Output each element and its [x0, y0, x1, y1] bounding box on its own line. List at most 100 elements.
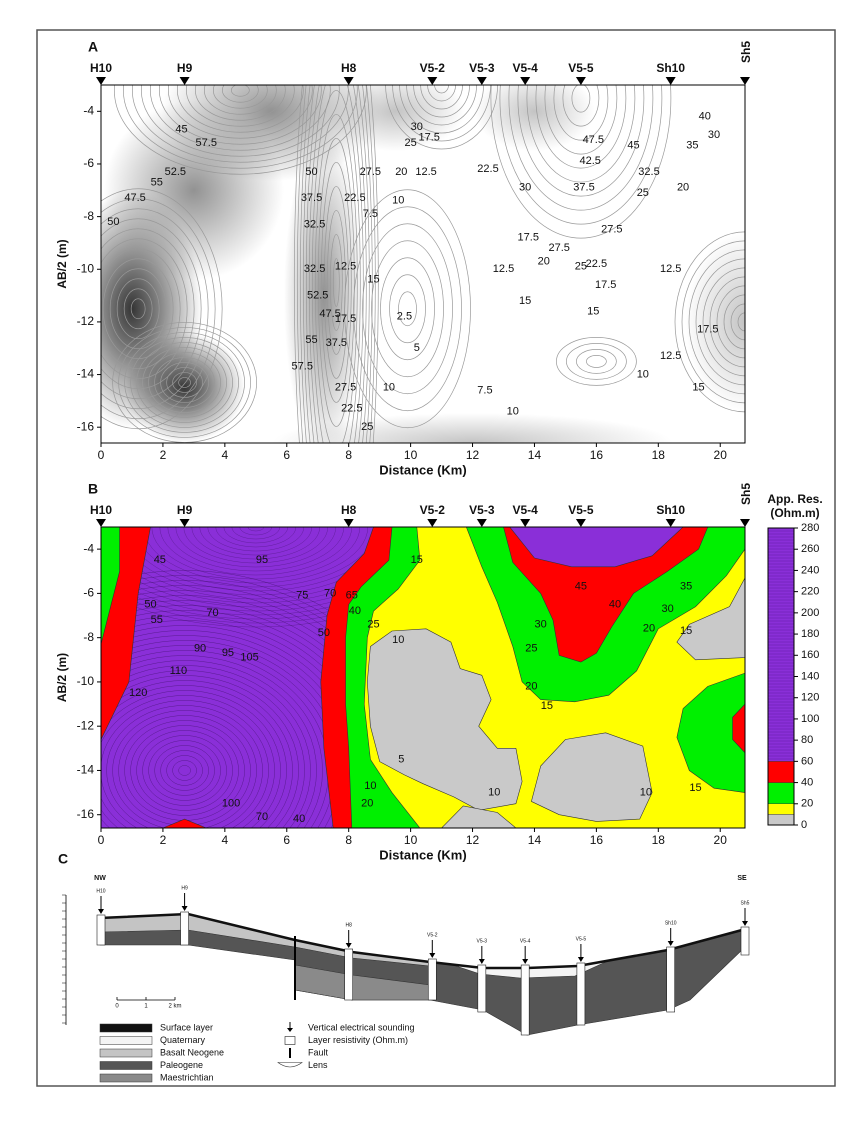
contour-line	[159, 527, 353, 576]
colorbar-tick-label: 80	[801, 734, 813, 746]
plot-border	[100, 84, 746, 444]
y-tick-label: -8	[83, 630, 94, 644]
y-tick-label: -12	[77, 314, 95, 328]
contour-label: 47.5	[124, 192, 145, 204]
colorbar-border	[767, 527, 795, 826]
contour-label: 52.5	[165, 166, 186, 178]
contour-line	[299, 85, 373, 443]
contour-line	[101, 198, 216, 420]
contour-label: 42.5	[579, 155, 600, 167]
contour-line	[392, 85, 491, 142]
colorbar-tick-label: 120	[801, 692, 819, 704]
contour-label: 47.5	[319, 308, 340, 320]
panel-label: B	[88, 481, 98, 497]
contour-label: 12.5	[415, 166, 436, 178]
region	[676, 672, 745, 793]
colorbar-tick-label: 20	[801, 798, 813, 810]
contour-label: 25	[637, 187, 649, 199]
direction: SE	[737, 875, 747, 882]
station-marker	[665, 519, 676, 527]
contour-label: 22.5	[344, 192, 365, 204]
colorbar-title: App. Res.	[767, 492, 822, 506]
station-label: H10	[90, 503, 112, 517]
legend-label: Vertical electrical sounding	[308, 1022, 415, 1032]
contour-label: 20	[525, 680, 537, 692]
contour-label: 30	[411, 121, 423, 133]
x-tick-label: 4	[222, 833, 229, 847]
contour-line	[101, 208, 209, 410]
station-marker	[740, 77, 750, 85]
contour-label: 70	[324, 587, 336, 599]
contour-line	[385, 85, 498, 150]
contour-line	[191, 527, 321, 560]
contour-label: 10	[392, 195, 404, 207]
contour-line	[127, 527, 374, 592]
contour-line	[499, 85, 663, 225]
region	[531, 732, 653, 822]
x-tick-label: 8	[345, 448, 352, 462]
legend-swatch	[99, 1073, 153, 1083]
contour-line	[215, 527, 297, 548]
contour-label: 25	[404, 137, 416, 149]
contour-line	[221, 85, 259, 103]
colorbar-tick-label: 180	[801, 628, 819, 640]
shading	[325, 85, 466, 152]
contour-label: 47.5	[583, 134, 604, 146]
colorbar-tick-label: 280	[801, 522, 819, 534]
station-marker	[343, 519, 354, 527]
contour-label: 10	[637, 368, 649, 380]
station-label: Sh10	[656, 503, 685, 517]
contour-label: 32.5	[304, 218, 325, 230]
contour-line	[151, 527, 361, 580]
sounding-label: V5-3	[477, 938, 488, 944]
contour-line	[490, 85, 672, 239]
station-label: V5-5	[568, 503, 594, 517]
contour-label: 70	[206, 607, 218, 619]
contour-line	[130, 337, 239, 428]
contour-line	[101, 690, 281, 828]
contour-line	[130, 298, 146, 320]
colorbar-title: (Ohm.m)	[770, 506, 819, 520]
contour-line	[326, 210, 346, 355]
contour-label: 30	[519, 182, 531, 194]
contour-line	[427, 85, 456, 102]
colorbar-band	[767, 814, 795, 826]
contour-line	[230, 85, 250, 97]
contour-line	[406, 85, 477, 126]
colorbar-band	[767, 782, 795, 804]
contour-label: 40	[293, 813, 305, 825]
contour-label: 30	[708, 129, 720, 141]
sounding-label: V5-4	[520, 938, 531, 944]
sounding	[96, 914, 106, 946]
contour-line	[389, 274, 426, 344]
y-tick-label: -10	[77, 674, 95, 688]
contour-line	[101, 700, 269, 828]
contour-line	[362, 223, 453, 395]
contour-label: 110	[170, 665, 188, 677]
y-tick-label: -14	[77, 367, 95, 381]
contour-label: 35	[680, 581, 692, 593]
arrow-head	[522, 959, 529, 964]
paleogene	[99, 913, 743, 1036]
contour-label: 15	[541, 700, 553, 712]
contour-line	[101, 238, 188, 380]
contour-line	[101, 605, 374, 828]
contour-line	[247, 527, 265, 532]
contour-label: 10	[640, 786, 652, 798]
contour-line	[207, 527, 305, 552]
y-tick-label: -4	[83, 541, 94, 555]
plot-border	[100, 526, 746, 829]
region	[732, 703, 745, 754]
contour-label: 27.5	[601, 224, 622, 236]
contour-line	[101, 585, 374, 828]
surface-layer	[99, 912, 743, 970]
contour-label: 15	[411, 554, 423, 566]
contour-line	[175, 527, 337, 568]
contour-line	[101, 580, 374, 828]
legend-swatch	[99, 1036, 153, 1045]
contour-line	[223, 527, 289, 544]
colorbar-tick-label: 200	[801, 607, 819, 619]
contour-label: 45	[627, 139, 639, 151]
contour-line	[199, 527, 313, 556]
contour-label: 10	[507, 405, 519, 417]
